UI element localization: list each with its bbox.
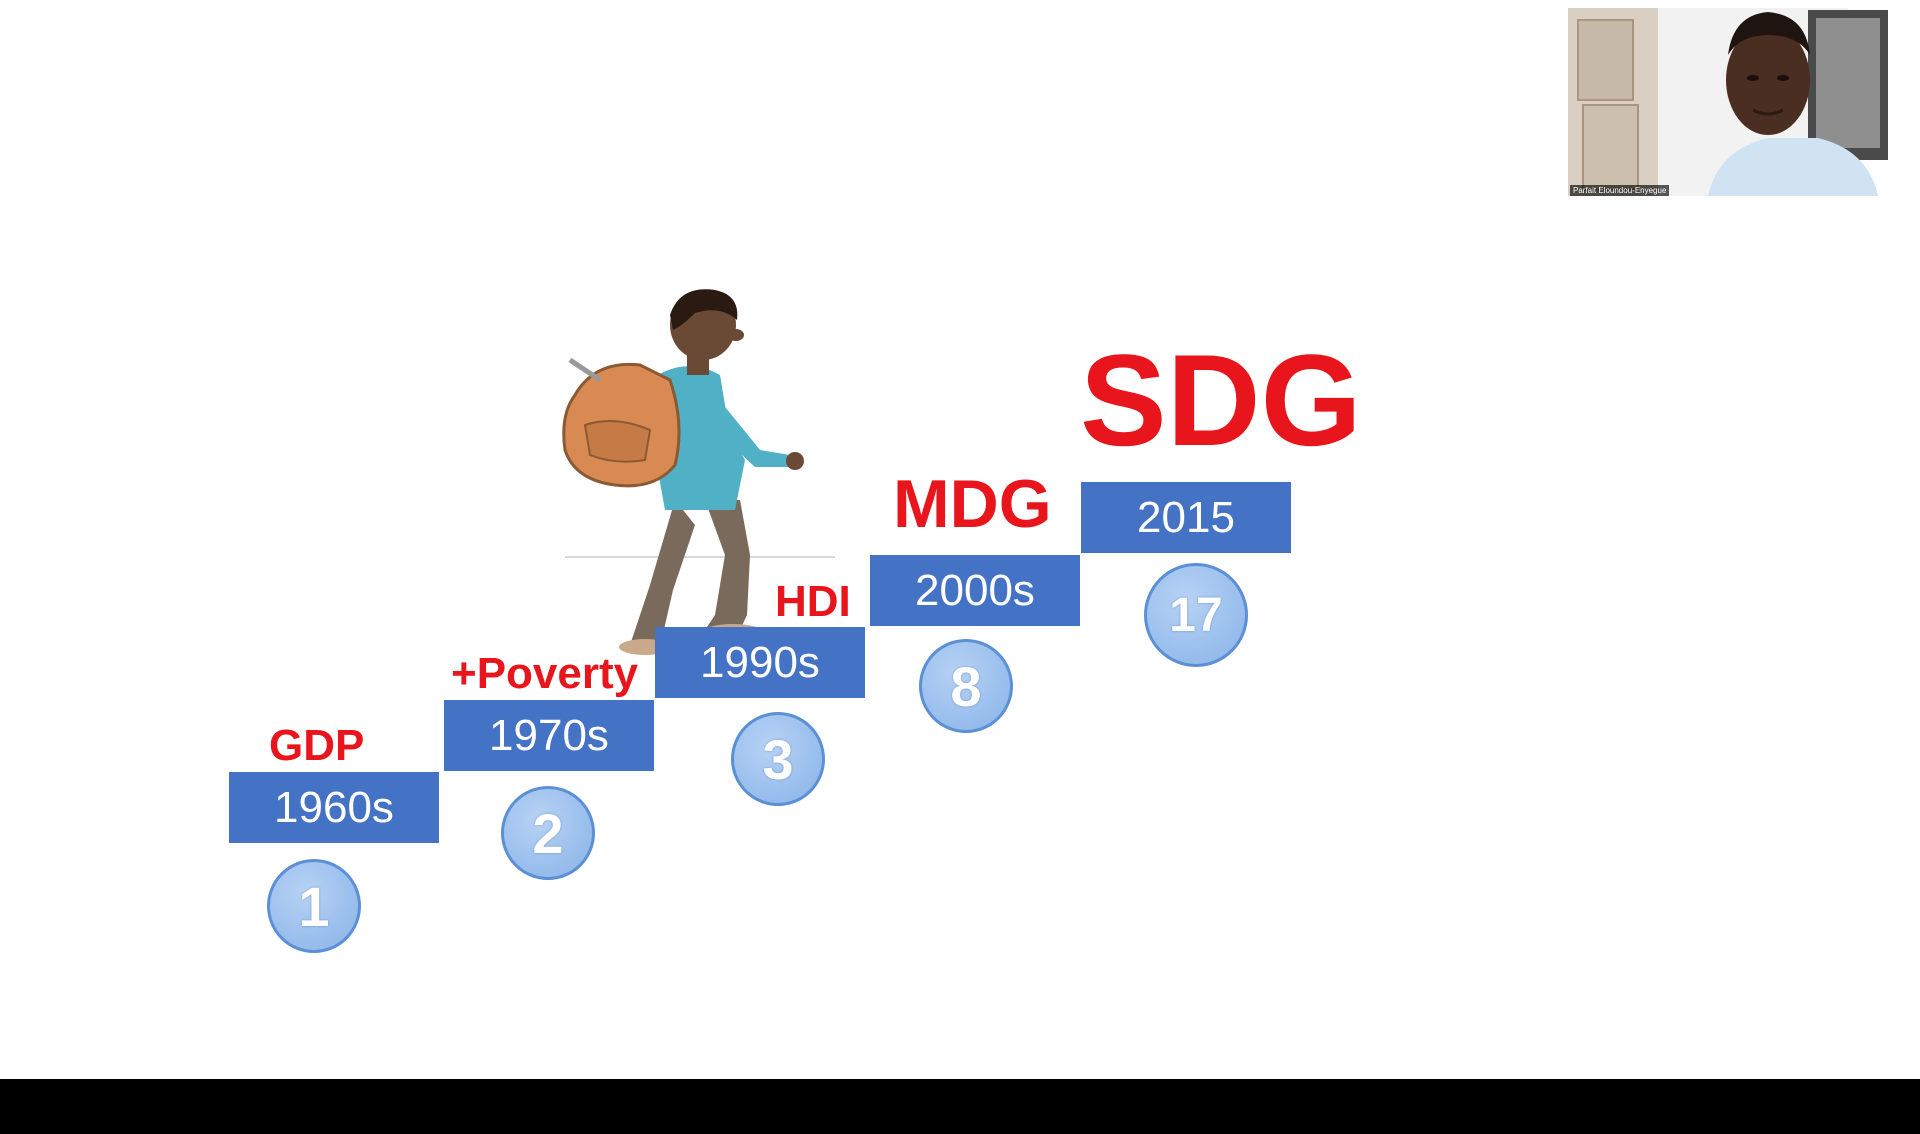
step-label-hdi: HDI bbox=[775, 577, 851, 626]
goal-count-badge: 2 bbox=[501, 786, 595, 880]
goal-count-badge: 17 bbox=[1144, 563, 1248, 667]
step-year-1960s: 1960s bbox=[229, 772, 439, 843]
step-year-2000s: 2000s bbox=[870, 555, 1080, 626]
step-label-sdg: SDG bbox=[1080, 327, 1362, 473]
goal-count-badge: 8 bbox=[919, 639, 1013, 733]
step-year-2015: 2015 bbox=[1081, 482, 1291, 553]
step-year-1970s: 1970s bbox=[444, 700, 654, 771]
webcam-video-tile[interactable]: Parfait Eloundou-Enyegue bbox=[1568, 0, 1920, 196]
goal-count-badge: 3 bbox=[731, 712, 825, 806]
step-label-poverty: +Poverty bbox=[451, 649, 639, 698]
step-year-1990s: 1990s bbox=[655, 627, 865, 698]
step-label-gdp: GDP bbox=[269, 721, 365, 770]
goal-count-badge: 1 bbox=[267, 859, 361, 953]
step-label-mdg: MDG bbox=[893, 466, 1052, 542]
screen-bottom-bar bbox=[0, 1079, 1920, 1134]
presentation-slide: GDP 1960s 1 +Poverty 1970s 2 HDI 1990s 3… bbox=[0, 0, 1920, 1079]
webcam-video-feed bbox=[1568, 0, 1920, 196]
participant-name-label: Parfait Eloundou-Enyegue bbox=[1570, 185, 1670, 196]
